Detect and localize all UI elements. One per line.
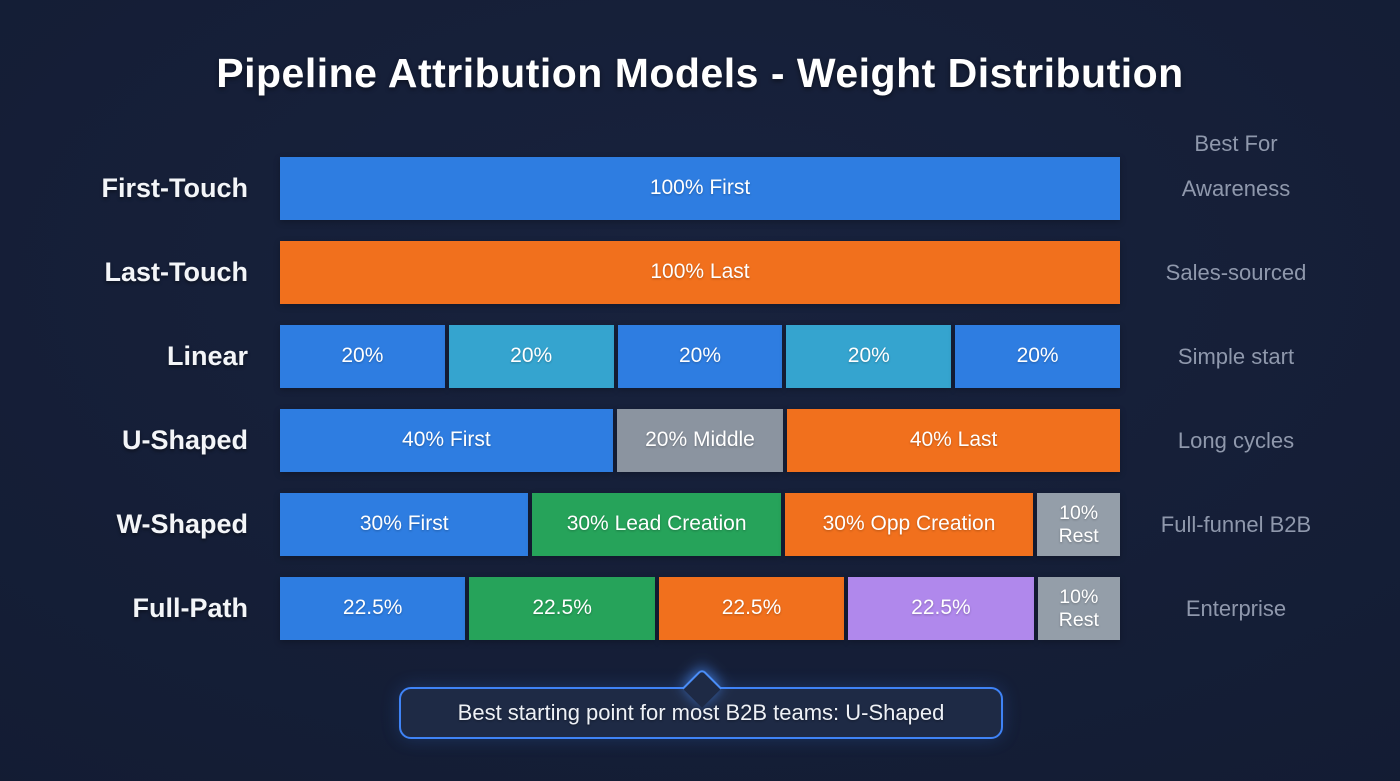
model-label: W-Shaped: [116, 509, 248, 539]
attribution-row: Full-Path 22.5% 22.5% 22.5% 22.5% 10% Rest E…: [0, 577, 1400, 640]
bar-segment: 30% Opp Creation: [784, 493, 1034, 556]
weight-bar: 20% 20% 20% 20% 20%: [280, 325, 1120, 388]
attribution-row: First-Touch 100% First Awareness: [0, 157, 1400, 220]
weight-bar: 40% First 20% Middle 40% Last: [280, 409, 1120, 472]
bar-segment: 10% Rest: [1037, 493, 1121, 556]
bar-segment: 22.5%: [280, 577, 466, 640]
attribution-row: W-Shaped 30% First 30% Lead Creation 30% O…: [0, 493, 1400, 556]
bar-segment: 20% Middle: [616, 409, 784, 472]
bar-segment: 100% Last: [280, 241, 1120, 304]
callout-text: Best starting point for most B2B teams: …: [457, 700, 945, 725]
bar-segment: 20%: [955, 325, 1120, 388]
weight-bar: 22.5% 22.5% 22.5% 22.5% 10% Rest: [280, 577, 1121, 640]
best-for-label: Awareness: [1181, 175, 1291, 201]
best-for-label: Simple start: [1177, 343, 1295, 369]
weight-bar: 100% Last: [280, 241, 1120, 304]
attribution-row: Last-Touch 100% Last Sales-sourced: [0, 241, 1400, 304]
model-label: First-Touch: [101, 173, 248, 203]
bar-segment: 20%: [280, 325, 445, 388]
bar-segment: 30% Lead Creation: [532, 493, 781, 556]
bar-segment: 40% Last: [787, 409, 1120, 472]
best-for-label: Sales-sourced: [1165, 259, 1307, 285]
bar-segment: 30% First: [280, 493, 529, 556]
best-for-label: Long cycles: [1177, 427, 1295, 453]
model-label: Full-Path: [132, 593, 249, 623]
model-label: Last-Touch: [104, 257, 249, 287]
bar-segment: 22.5%: [658, 577, 845, 640]
bar-segment: 100% First: [280, 157, 1120, 220]
best-for-label: Enterprise: [1185, 595, 1287, 621]
bar-segment: 20%: [786, 325, 952, 388]
attribution-row: Linear 20% 20% 20% 20% 20% Simple start: [0, 325, 1400, 388]
chart-title: Pipeline Attribution Models - Weight Dis…: [216, 50, 1184, 96]
weight-bar: 30% First 30% Lead Creation 30% Opp Creati…: [280, 493, 1121, 556]
attribution-row: U-Shaped 40% First 20% Middle 40% Last Lon…: [0, 409, 1400, 472]
bar-segment: 22.5%: [469, 577, 655, 640]
best-for-column-header: Best For: [1194, 131, 1278, 156]
recommendation-callout: Best starting point for most B2B teams: …: [399, 668, 1003, 739]
bar-segment: 20%: [617, 325, 783, 388]
model-label: U-Shaped: [121, 425, 248, 455]
bar-segment: 22.5%: [848, 577, 1034, 640]
bars-area: First-Touch 100% First Awareness Last-To…: [0, 157, 1400, 661]
weight-bar: 100% First: [280, 157, 1120, 220]
bar-segment: 20%: [448, 325, 614, 388]
best-for-label: Full-funnel B2B: [1160, 511, 1312, 537]
bar-segment: 40% First: [280, 409, 613, 472]
model-label: Linear: [166, 341, 248, 371]
bar-segment: 10% Rest: [1037, 577, 1121, 640]
